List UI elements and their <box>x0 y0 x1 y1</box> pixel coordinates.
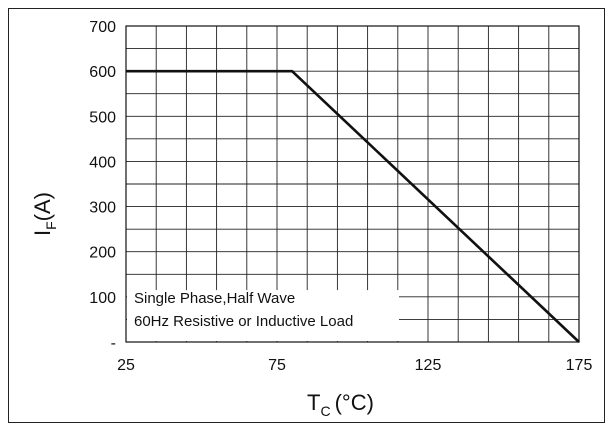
x-axis-label: TC (°C) <box>307 390 374 419</box>
plot-border <box>125 25 580 343</box>
chart-frame: - 100 200 300 400 500 600 700 25 75 125 175 Single… <box>8 8 605 423</box>
y-axis-label-unit: (A) <box>30 192 55 221</box>
x-tick-label: 25 <box>117 357 135 374</box>
y-axis-label-sub: F <box>43 221 59 230</box>
y-tick-label: 400 <box>89 154 116 171</box>
x-axis-label-unit: (°C) <box>335 390 374 415</box>
x-axis-label-main: T <box>307 390 320 415</box>
series-layer <box>126 69 580 343</box>
derating-chart: - 100 200 300 400 500 600 700 25 75 125 175 Single… <box>30 19 592 419</box>
x-tick-label: 175 <box>566 357 593 374</box>
grid <box>126 26 579 342</box>
x-axis-label-sub: C <box>320 403 330 419</box>
annotation-line-2: 60Hz Resistive or Inductive Load <box>134 313 353 330</box>
annotation: Single Phase,Half Wave 60Hz Resistive or… <box>127 290 399 341</box>
y-tick-label: 700 <box>89 19 116 36</box>
annotation-box <box>127 290 399 341</box>
x-tick-label: 125 <box>415 357 442 374</box>
y-tick-label: 500 <box>89 109 116 126</box>
y-tick-label: 600 <box>89 64 116 81</box>
y-axis-label: IF(A) <box>30 192 59 236</box>
y-tick-label: 300 <box>89 200 116 217</box>
x-tick-label: 75 <box>268 357 286 374</box>
series-line <box>126 69 580 343</box>
y-axis-ticks: - 100 200 300 400 500 600 700 <box>89 19 116 352</box>
y-axis-label-main: I <box>30 230 55 236</box>
y-tick-label: 100 <box>89 290 116 307</box>
y-tick-label: 200 <box>89 245 116 262</box>
x-axis-ticks: 25 75 125 175 <box>117 357 592 374</box>
y-tick-label: - <box>111 335 116 352</box>
annotation-line-1: Single Phase,Half Wave <box>134 290 295 307</box>
